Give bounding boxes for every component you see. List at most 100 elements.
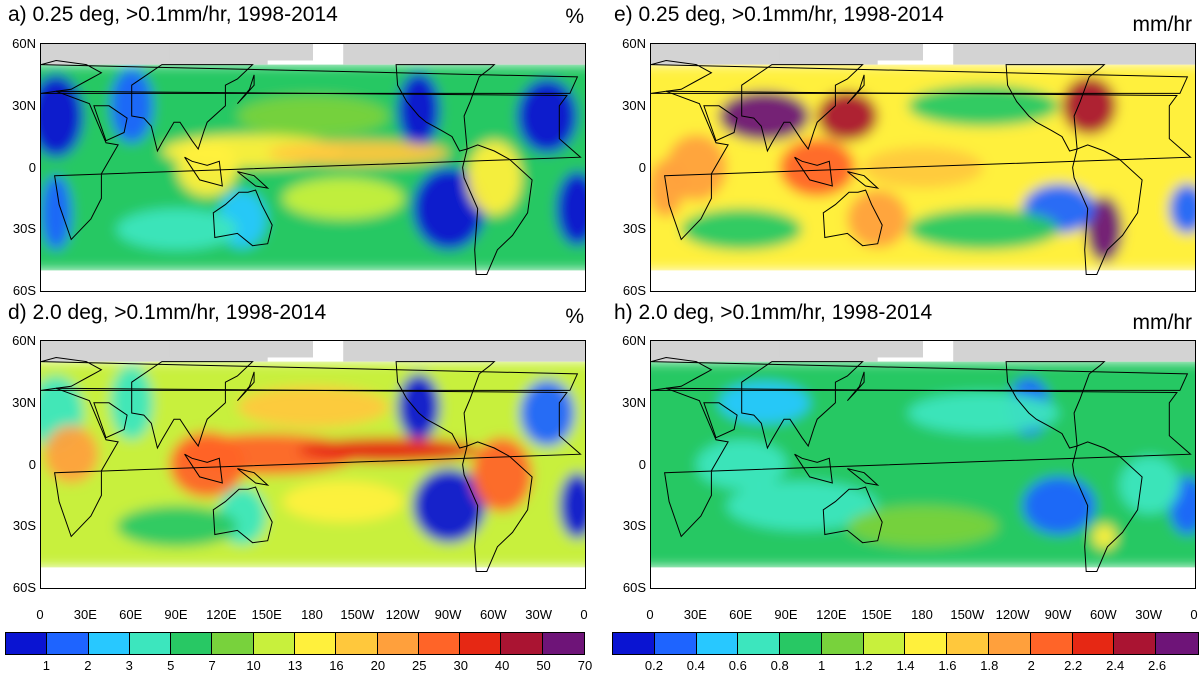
colorbar-swatch <box>336 633 378 654</box>
colorbar-swatch <box>654 633 697 654</box>
panel-a-unit: % <box>565 5 584 28</box>
colorbar-label: 2.6 <box>1148 658 1167 673</box>
lat-label: 30S <box>12 518 36 534</box>
panel-d-unit: % <box>565 305 584 328</box>
colorbar-label: 5 <box>167 658 175 673</box>
colorbar-label: 70 <box>577 658 593 673</box>
lat-label: 30N <box>12 97 36 113</box>
colorbar-swatch <box>129 633 172 654</box>
lon-label: 150W <box>340 607 375 622</box>
lat-label: 30S <box>12 221 36 237</box>
lat-label: 30N <box>622 97 646 113</box>
lat-label: 0 <box>28 159 36 175</box>
colorbar-label: 1.4 <box>896 658 915 673</box>
colorbar-swatch <box>418 633 461 654</box>
colorbar-swatch <box>696 633 739 654</box>
lon-label: 30W <box>1135 607 1163 622</box>
colorbar-label: 0.4 <box>686 658 705 673</box>
lon-label: 90E <box>164 607 188 622</box>
colorbar-swatch <box>212 633 254 654</box>
colorbar-swatch <box>738 633 781 654</box>
colorbar-label: 30 <box>453 658 468 673</box>
lon-label: 60W <box>479 607 507 622</box>
colorbar-label: 20 <box>370 658 386 673</box>
lon-label: 0 <box>1190 607 1198 622</box>
lon-label: 60W <box>1089 607 1117 622</box>
lat-label: 0 <box>638 159 646 175</box>
panel-a-title: a) 0.25 deg, >0.1mm/hr, 1998-2014 <box>8 3 338 26</box>
colorbar-swatch <box>989 633 1031 654</box>
colorbar-swatch <box>501 633 543 654</box>
colorbar-swatch <box>1030 633 1073 654</box>
colorbar-swatch <box>47 633 89 654</box>
colorbar-swatch <box>780 633 822 654</box>
colorbar-swatch <box>947 633 990 654</box>
colorbar-label: 2.2 <box>1064 658 1083 673</box>
colorbar-label: 1 <box>42 658 51 673</box>
lon-label: 120W <box>385 607 420 622</box>
panel-e-title: e) 0.25 deg, >0.1mm/hr, 1998-2014 <box>614 3 944 26</box>
map-d-frequency-20 <box>40 340 586 589</box>
lat-label: 0 <box>28 456 36 472</box>
panel-d-title: d) 2.0 deg, >0.1mm/hr, 1998-2014 <box>8 301 327 324</box>
colorbar-label: 13 <box>287 658 303 673</box>
lon-label: 180 <box>301 607 323 622</box>
colorbar-swatch <box>171 633 213 654</box>
colorbar-swatch <box>542 633 584 654</box>
map-h-intensity-20 <box>650 340 1196 589</box>
colorbar-label: 0.2 <box>644 658 663 673</box>
colorbar-right <box>612 632 1199 655</box>
lon-label: 150E <box>861 607 892 622</box>
lon-label: 90E <box>774 607 798 622</box>
lon-label: 90W <box>434 607 462 622</box>
lon-label: 150E <box>251 607 282 622</box>
map-e-intensity-025 <box>650 43 1196 292</box>
colorbar-swatch <box>863 633 906 654</box>
lon-label: 90W <box>1044 607 1072 622</box>
lat-label: 60N <box>622 333 646 348</box>
colorbar-label: 1 <box>818 658 826 673</box>
panel-e-unit: mm/hr <box>1132 13 1193 36</box>
colorbar-label: 2 <box>1027 658 1035 673</box>
lat-label: 60S <box>12 580 36 595</box>
colorbar-swatch <box>1114 633 1157 654</box>
colorbar-label: 10 <box>246 658 261 673</box>
colorbar-label: 50 <box>536 658 551 673</box>
colorbar-label: 7 <box>208 658 216 673</box>
colorbar-swatch <box>88 633 130 654</box>
colorbar-swatch <box>377 633 419 654</box>
colorbar-label: 2 <box>84 658 92 673</box>
colorbar-label: 0.8 <box>770 658 789 673</box>
lon-label: 120E <box>816 607 847 622</box>
lon-label: 120E <box>206 607 237 622</box>
lat-label: 60S <box>622 283 646 298</box>
colorbar-label: 2.4 <box>1106 658 1125 673</box>
lon-label: 180 <box>911 607 933 622</box>
lon-label: 30W <box>525 607 553 622</box>
colorbar-label: 3 <box>125 658 133 673</box>
lat-label: 30S <box>622 518 646 534</box>
colorbar-swatch <box>253 633 295 654</box>
colorbar-swatch <box>613 633 655 654</box>
colorbar-swatch <box>1072 633 1115 654</box>
map-a-frequency-025 <box>40 43 586 292</box>
colorbar-swatch <box>6 633 48 654</box>
colorbar-label: 1.8 <box>980 658 999 673</box>
lon-label: 60E <box>729 607 753 622</box>
colorbar-swatch <box>905 633 948 654</box>
lat-label: 60N <box>622 36 646 51</box>
lon-label: 30E <box>683 607 707 622</box>
colorbar-label: 0.6 <box>728 658 747 673</box>
lon-label: 0 <box>646 607 654 622</box>
colorbar-left <box>5 632 585 655</box>
lat-label: 0 <box>638 456 646 472</box>
colorbar-label: 16 <box>329 658 344 673</box>
lat-label: 30N <box>12 394 36 410</box>
colorbar-swatch <box>294 633 337 654</box>
lat-label: 60N <box>12 333 36 348</box>
colorbar-swatch <box>1156 633 1198 654</box>
lat-label: 30S <box>622 221 646 237</box>
colorbar-label: 1.6 <box>938 658 957 673</box>
lon-label: 60E <box>119 607 143 622</box>
colorbar-swatch <box>821 633 864 654</box>
